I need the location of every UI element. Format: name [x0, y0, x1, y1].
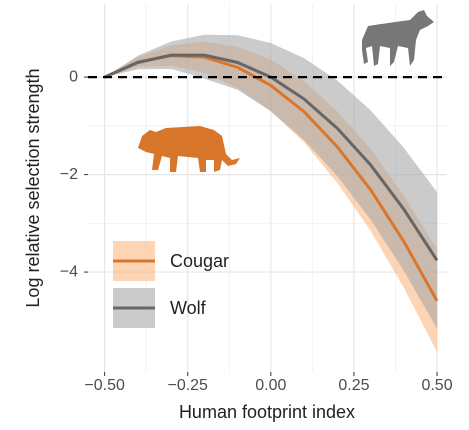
- x-tick-label: 0.25: [338, 377, 369, 394]
- chart: −0.50−0.250.000.250.500−2−4 Cougar Wolf …: [0, 0, 469, 430]
- x-axis-title: Human footprint index: [179, 402, 355, 422]
- x-tick-label: −0.25: [167, 377, 208, 394]
- cougar-icon: [138, 126, 240, 172]
- y-tick-label: 0: [69, 68, 78, 85]
- legend-label: Wolf: [170, 298, 207, 318]
- wolf-icon: [362, 10, 434, 66]
- x-tick-label: 0.50: [421, 377, 452, 394]
- y-tick-label: −4: [60, 263, 78, 280]
- x-tick-label: 0.00: [255, 377, 286, 394]
- y-tick-label: −2: [60, 166, 78, 183]
- legend-label: Cougar: [170, 251, 229, 271]
- y-axis-title: Log relative selection strength: [23, 68, 43, 307]
- x-tick-label: −0.50: [84, 377, 125, 394]
- legend: Cougar Wolf: [113, 241, 229, 328]
